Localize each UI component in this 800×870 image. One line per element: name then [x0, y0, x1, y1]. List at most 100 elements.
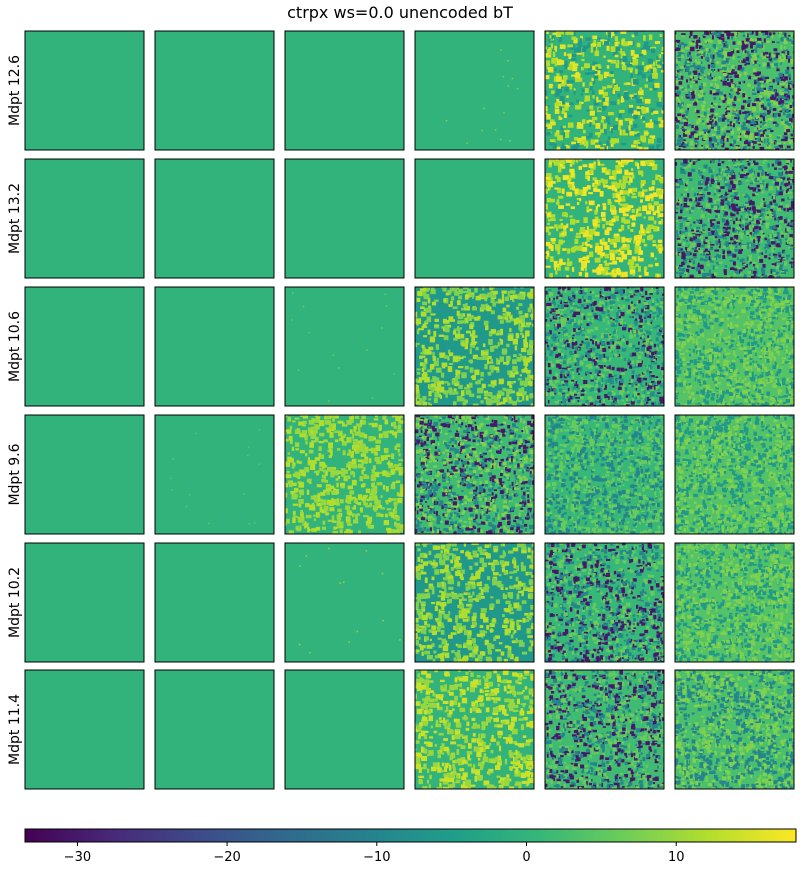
- panel-frame: [154, 286, 275, 407]
- panel-r2-c2: [284, 286, 405, 407]
- panel-background: [285, 159, 404, 278]
- panel-background: [25, 543, 144, 662]
- row-label: Mdpt 10.2: [7, 567, 23, 638]
- panel-r0-c5: [674, 30, 795, 151]
- panel-r4-c5: [674, 542, 795, 663]
- panel-frame: [674, 286, 795, 407]
- panel-r2-c4: [544, 286, 665, 407]
- panel-frame: [674, 542, 795, 663]
- panel-frame: [674, 30, 795, 151]
- panel-background: [155, 287, 274, 406]
- panel-r1-c4: [544, 158, 665, 279]
- panel-frame: [24, 669, 145, 790]
- panel-r4-c4: [544, 542, 665, 663]
- panel-frame: [414, 286, 535, 407]
- panel-r5-c1: [154, 669, 275, 790]
- panel-r4-c3: [414, 542, 535, 663]
- colorbar-tick-label: 0: [522, 850, 530, 865]
- colorbar: −30 −20 −10 0 10: [24, 828, 797, 865]
- panel-frame: [674, 158, 795, 279]
- panel-frame: [544, 158, 665, 279]
- panel-frame: [674, 414, 795, 535]
- panel-r1-c5: [674, 158, 795, 279]
- panel-r1-c2: [284, 158, 405, 279]
- panel-frame: [284, 414, 405, 535]
- panel-background: [25, 31, 144, 150]
- panel-frame: [154, 158, 275, 279]
- panel-frame: [414, 542, 535, 663]
- panel-r1-c0: [24, 158, 145, 279]
- panel-frame: [154, 30, 275, 151]
- panel-r2-c0: [24, 286, 145, 407]
- panel-frame: [544, 414, 665, 535]
- panel-r0-c2: [284, 30, 405, 151]
- panel-r5-c3: [414, 669, 535, 790]
- panel-frame: [24, 414, 145, 535]
- panel-grid: [24, 30, 795, 790]
- panel-r5-c0: [24, 669, 145, 790]
- panel-frame: [414, 669, 535, 790]
- panel-background: [155, 670, 274, 789]
- panel-background: [155, 159, 274, 278]
- row-label: Mdpt 9.6: [7, 443, 23, 505]
- panel-r0-c3: [414, 30, 535, 151]
- panel-r4-c0: [24, 542, 145, 663]
- panel-background: [415, 31, 534, 150]
- panel-frame: [284, 669, 405, 790]
- panel-background: [285, 543, 404, 662]
- panel-background: [285, 287, 404, 406]
- panel-background: [155, 31, 274, 150]
- row-labels: Mdpt 12.6 Mdpt 13.2 Mdpt 10.6 Mdpt 9.6 Mdpt …: [7, 55, 23, 765]
- panel-r1-c1: [154, 158, 275, 279]
- panel-frame: [414, 414, 535, 535]
- panel-frame: [24, 542, 145, 663]
- panel-r3-c5: [674, 414, 795, 535]
- panel-r5-c5: [674, 669, 795, 790]
- colorbar-gradient: [25, 829, 796, 842]
- colorbar-frame: [24, 828, 797, 843]
- panel-r4-c2: [284, 542, 405, 663]
- panel-frame: [414, 30, 535, 151]
- panel-frame: [24, 30, 145, 151]
- panel-r2-c3: [414, 286, 535, 407]
- panel-r0-c1: [154, 30, 275, 151]
- panel-background: [25, 670, 144, 789]
- panel-frame: [544, 286, 665, 407]
- panel-background: [25, 415, 144, 534]
- row-label: Mdpt 13.2: [7, 183, 23, 254]
- row-label: Mdpt 12.6: [7, 55, 23, 126]
- panel-frame: [284, 286, 405, 407]
- panel-frame: [544, 669, 665, 790]
- panel-frame: [284, 158, 405, 279]
- colorbar-tick-label: −30: [64, 850, 91, 865]
- colorbar-tick-label: −20: [213, 850, 240, 865]
- colorbar-tick-label: 10: [668, 850, 685, 865]
- panel-frame: [24, 286, 145, 407]
- panel-r4-c1: [154, 542, 275, 663]
- panel-frame: [154, 414, 275, 535]
- panel-r3-c2: [284, 414, 405, 535]
- panel-r2-c1: [154, 286, 275, 407]
- panel-frame: [24, 158, 145, 279]
- panel-frame: [284, 30, 405, 151]
- panel-frame: [414, 158, 535, 279]
- panel-frame: [154, 542, 275, 663]
- panel-background: [285, 31, 404, 150]
- panel-background: [155, 543, 274, 662]
- panel-r1-c3: [414, 158, 535, 279]
- panel-frame: [544, 542, 665, 663]
- panel-r3-c0: [24, 414, 145, 535]
- colorbar-tick-label: −10: [363, 850, 390, 865]
- row-label: Mdpt 11.4: [7, 694, 23, 765]
- panel-background: [25, 287, 144, 406]
- panel-background: [25, 159, 144, 278]
- panel-r5-c4: [544, 669, 665, 790]
- panel-r3-c3: [414, 414, 535, 535]
- panel-frame: [154, 669, 275, 790]
- panel-r2-c5: [674, 286, 795, 407]
- panel-r3-c1: [154, 414, 275, 535]
- panel-background: [155, 415, 274, 534]
- panel-r0-c0: [24, 30, 145, 151]
- panel-r5-c2: [284, 669, 405, 790]
